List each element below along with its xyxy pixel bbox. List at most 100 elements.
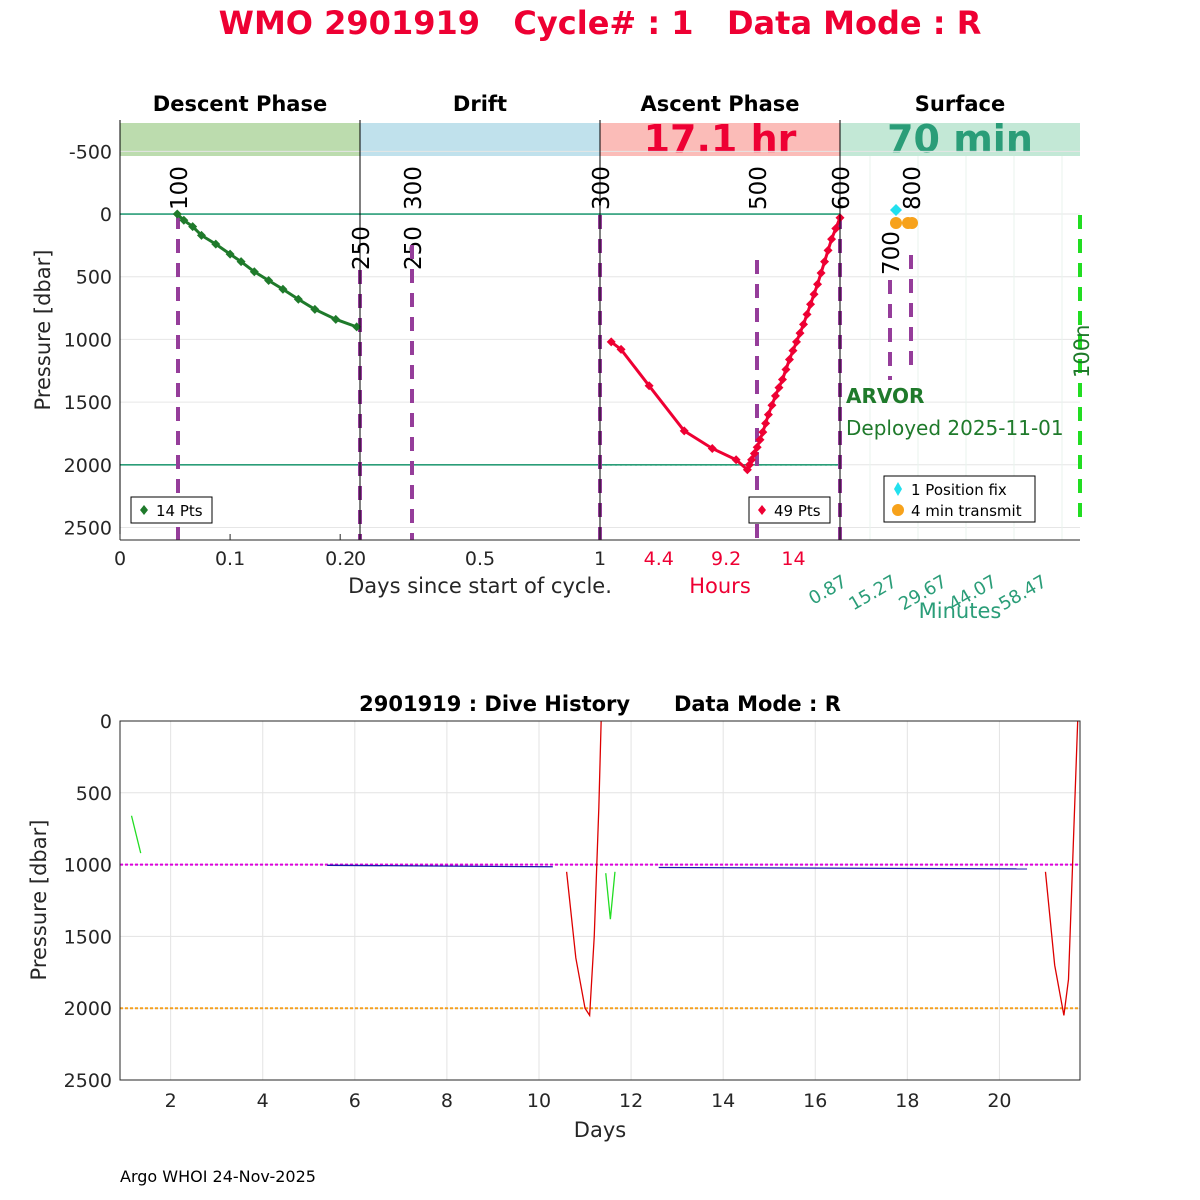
footer-credit: Argo WHOI 24-Nov-2025 (120, 1167, 316, 1186)
phase-drift-label: Drift (453, 92, 507, 116)
phase-marker-label: 300 (401, 166, 427, 210)
ascent-point (616, 344, 626, 354)
bottom-xtick-label: 16 (803, 1090, 827, 1112)
dive-history-panel: 2 4 6 8 10 12 14 16 18 20 0 500 1000 1500 2000 2500 (64, 711, 1081, 1112)
bottom-axes: 2 4 6 8 10 12 14 16 18 20 0 500 1000 1500 2000 2500 (64, 711, 1081, 1112)
ascent-point (809, 289, 819, 299)
bottom-ytick-label: 500 (76, 783, 112, 805)
ascent-point (820, 257, 830, 267)
dive-history-series (605, 871, 616, 920)
ascent-point (802, 309, 812, 319)
ascent-point (823, 245, 833, 255)
transmit-legend-marker (892, 504, 904, 516)
ascent-point (831, 223, 841, 233)
ascent-point (795, 328, 805, 338)
bottom-xtick-label: 4 (257, 1090, 269, 1112)
phase-descent-label: Descent Phase (153, 92, 327, 116)
descent-point (179, 215, 189, 225)
transmit-point (906, 217, 918, 229)
descent-xtick-label: 0.2 (325, 548, 355, 570)
ascent-point (767, 400, 777, 410)
ascent-point (781, 364, 791, 374)
ascent-point (752, 442, 762, 452)
ascent-point (777, 375, 787, 385)
bottom-ytick-label: 1500 (64, 926, 112, 948)
ascent-point (707, 443, 717, 453)
phase-marker-label: 700 (879, 231, 905, 275)
ascent-point (770, 391, 780, 401)
drift-phase-bar (360, 123, 600, 156)
top-ytick-label: 500 (76, 267, 112, 289)
surface-xtick-label: 15.27 (845, 571, 900, 615)
phase-marker-label: 100 (167, 166, 193, 210)
descent-point (196, 230, 206, 240)
dive-history-title: 2901919 : Dive History Data Mode : R (359, 692, 841, 716)
descent-point (236, 257, 246, 267)
top-ytick-label: 1500 (64, 392, 112, 414)
bottom-xtick-label: 20 (987, 1090, 1011, 1112)
ascent-point (784, 354, 794, 364)
bottom-xtick-label: 12 (619, 1090, 643, 1112)
float-deployed: Deployed 2025-11-01 (846, 416, 1064, 440)
float-model: ARVOR (846, 384, 924, 408)
top-ytick-label: 2000 (64, 455, 112, 477)
drift-xtick-label: 1 (594, 548, 606, 570)
ascent-point (679, 426, 689, 436)
ascent-point (606, 337, 616, 347)
bottom-marks (120, 720, 1080, 1018)
ascent-point (761, 418, 771, 428)
dive-history-series (658, 866, 1028, 870)
descent-phase-bar (120, 123, 360, 156)
ascent-point (799, 319, 809, 329)
descent-xtick-label: 0 (114, 548, 126, 570)
surface-xtick-label: 0.87 (805, 571, 850, 609)
phase-marker-label: 600 (829, 166, 855, 210)
top-ytick-label: 1000 (64, 329, 112, 351)
bottom-xlabel: Days (574, 1118, 626, 1142)
ascent-point (749, 448, 759, 458)
dive-history-series (327, 864, 553, 868)
phase-marker-label: 250 (349, 226, 375, 270)
surface-legend: 1 Position fix 4 min transmit (883, 475, 1036, 523)
bottom-ytick-label: 2000 (64, 998, 112, 1020)
descent-point (249, 267, 259, 277)
bottom-xtick-label: 2 (165, 1090, 177, 1112)
bottom-xtick-label: 10 (527, 1090, 551, 1112)
descent-point (188, 222, 198, 232)
surface-phase-bar (840, 123, 1080, 156)
descent-point (211, 239, 221, 249)
dive-history-series (130, 815, 142, 854)
position-fix-legend-marker (894, 482, 902, 496)
descent-legend: 14 Pts (130, 496, 213, 524)
ascent-phase-bar (600, 123, 840, 156)
bottom-xtick-label: 6 (349, 1090, 361, 1112)
descent-xtick-label: 0.1 (215, 548, 245, 570)
bottom-xtick-label: 14 (711, 1090, 735, 1112)
phase-surface-label: Surface (915, 92, 1005, 116)
phase-ascent-label: Ascent Phase (641, 92, 800, 116)
ascent-point (788, 346, 798, 356)
ascent-duration: 17.1 hr (644, 117, 797, 161)
drift-xtick-label: 0 (354, 548, 366, 570)
descent-series-line (176, 212, 358, 329)
top-ylabel: Pressure [dbar] (31, 250, 55, 411)
dive-history-series (1044, 720, 1079, 1016)
ascent-xtick-label: 4.4 (644, 548, 674, 570)
ascent-point (763, 410, 773, 420)
ascent-xtick-label: 9.2 (711, 548, 741, 570)
top-ytick-label: 2500 (64, 517, 112, 539)
descent-point (264, 275, 274, 285)
surface-legend-box (883, 475, 1036, 523)
ascent-point (731, 455, 741, 465)
ascent-point (813, 279, 823, 289)
dive-history-series (565, 720, 602, 1018)
top-xlabel-minutes: Minutes (919, 599, 1002, 623)
drift-xtick-label: 0.5 (465, 548, 495, 570)
ascent-point (816, 268, 826, 278)
ascent-series-line (610, 217, 842, 473)
ascent-legend-label: 49 Pts (774, 502, 821, 520)
bottom-ylabel: Pressure [dbar] (27, 820, 51, 981)
ascent-point (755, 435, 765, 445)
ascent-point (758, 427, 768, 437)
